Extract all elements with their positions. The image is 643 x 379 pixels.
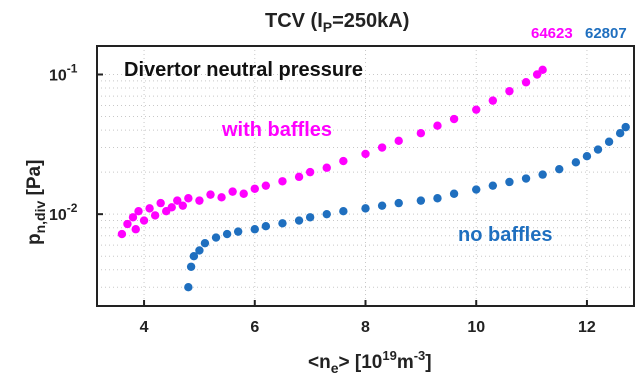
data-point <box>305 213 315 222</box>
data-point <box>217 193 226 202</box>
data-point <box>571 158 581 167</box>
data-point <box>228 187 237 196</box>
data-point <box>604 137 614 146</box>
data-point <box>145 204 154 213</box>
data-point <box>361 204 370 213</box>
data-point <box>261 181 271 190</box>
data-point <box>488 181 498 190</box>
data-point <box>449 189 459 198</box>
data-point <box>532 70 542 79</box>
series-with-baffles <box>117 65 547 239</box>
data-point <box>394 136 403 146</box>
title-sub: P <box>323 19 332 35</box>
data-point <box>278 177 287 186</box>
chart-title: TCV (IP=250kA) <box>265 10 409 35</box>
data-point <box>521 174 531 183</box>
data-point <box>472 105 481 114</box>
annotation-with-baffles: with baffles <box>221 119 332 141</box>
data-point <box>538 170 547 179</box>
data-point <box>582 152 592 161</box>
x-tick-label: 4 <box>140 319 149 336</box>
data-point <box>416 196 426 205</box>
data-point <box>156 198 165 208</box>
data-point <box>394 198 403 208</box>
data-point <box>294 216 304 225</box>
data-point <box>186 262 196 271</box>
data-point <box>131 225 140 234</box>
data-point <box>184 282 193 292</box>
axis-ticks: 4 6 8 10 12 10-2 10-1 <box>49 62 596 336</box>
annotation-no-baffles: no baffles <box>458 224 552 246</box>
x-axis-label: <ne> [1019m-3] <box>308 348 432 376</box>
x-tick-label: 6 <box>250 319 259 336</box>
data-point <box>521 78 531 87</box>
y-axis-label: pn,div [Pa] <box>24 160 48 245</box>
data-point <box>261 222 271 231</box>
data-point <box>173 196 182 205</box>
data-point <box>134 207 143 216</box>
data-point <box>128 213 138 222</box>
data-point <box>117 229 127 239</box>
legend-shot-magenta: 64623 <box>531 25 573 42</box>
x-tick-label: 12 <box>578 319 596 336</box>
data-point <box>211 233 221 242</box>
data-point <box>189 252 199 261</box>
title-main: TCV (I <box>265 10 323 32</box>
data-point <box>305 167 315 177</box>
data-point <box>433 194 442 203</box>
data-point <box>416 128 426 138</box>
data-point <box>250 225 259 234</box>
data-point <box>555 164 564 174</box>
data-point <box>339 156 348 166</box>
data-point <box>233 227 243 236</box>
data-point <box>278 219 287 228</box>
data-point <box>449 114 459 124</box>
series-no-baffles <box>184 122 630 292</box>
data-point <box>593 145 603 154</box>
data-point <box>377 201 387 210</box>
data-point <box>621 122 630 132</box>
data-point <box>239 189 248 198</box>
data-point <box>505 86 514 96</box>
data-point <box>195 246 204 255</box>
data-point <box>505 177 514 187</box>
data-point <box>294 172 304 182</box>
data-point <box>139 216 149 225</box>
data-point <box>488 96 498 105</box>
x-tick-label: 8 <box>361 319 370 336</box>
data-point <box>250 184 259 193</box>
data-point <box>195 196 204 205</box>
data-point <box>184 194 193 203</box>
panel-label: Divertor neutral pressure <box>124 59 363 81</box>
data-point <box>123 219 132 229</box>
y-tick-label: 10-2 <box>49 201 78 224</box>
legend-shot-blue: 62807 <box>585 25 627 42</box>
data-point <box>433 121 442 130</box>
data-point <box>361 149 370 159</box>
data-point <box>322 209 331 219</box>
data-point <box>615 128 625 138</box>
grid-lines <box>97 46 634 306</box>
data-point <box>167 203 176 212</box>
data-point <box>377 143 387 152</box>
title-tail: =250kA) <box>332 10 409 32</box>
y-tick-label: 10-1 <box>49 62 78 85</box>
data-point <box>206 190 215 199</box>
data-point <box>472 185 481 194</box>
x-tick-label: 10 <box>467 319 485 336</box>
data-point <box>322 163 331 172</box>
data-point <box>200 238 210 248</box>
data-point <box>150 211 160 220</box>
data-point <box>222 229 232 239</box>
data-point <box>178 201 188 210</box>
data-point <box>339 207 348 216</box>
data-point <box>538 65 547 75</box>
